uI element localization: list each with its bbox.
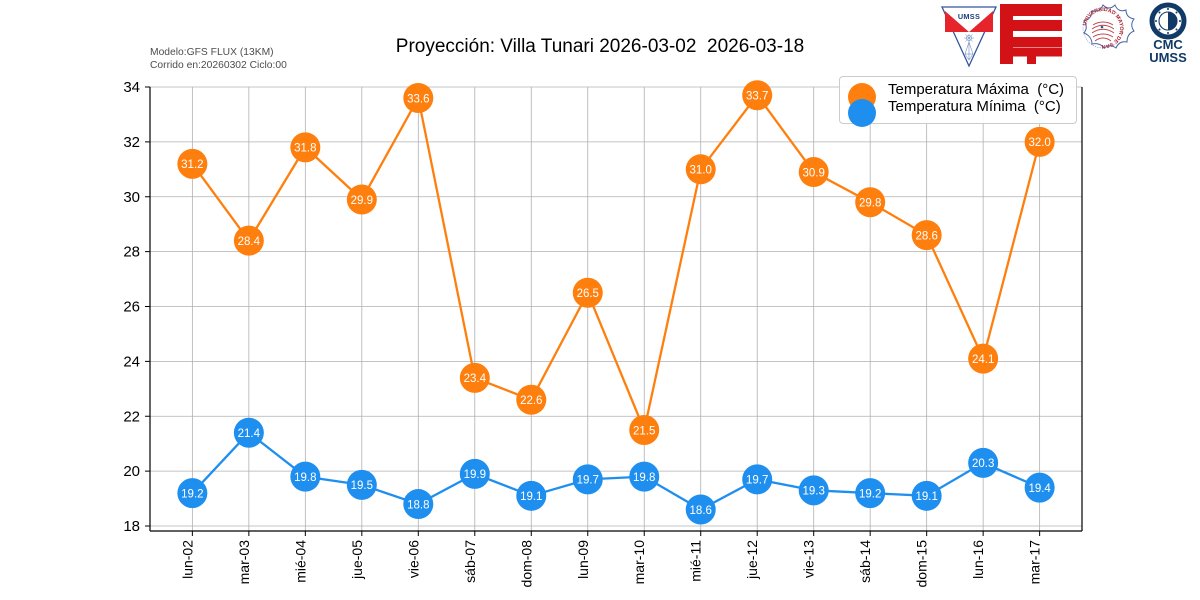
- svg-text:lun-09: lun-09: [575, 540, 591, 579]
- svg-text:31.8: 31.8: [294, 143, 316, 155]
- svg-text:19.3: 19.3: [803, 486, 825, 498]
- svg-text:mar-10: mar-10: [631, 540, 647, 585]
- svg-text:32: 32: [123, 134, 140, 151]
- svg-text:20: 20: [123, 463, 140, 480]
- svg-text:vie-13: vie-13: [801, 540, 817, 578]
- svg-text:22.6: 22.6: [520, 395, 542, 407]
- svg-text:18.8: 18.8: [407, 499, 429, 511]
- svg-text:31.0: 31.0: [690, 165, 712, 177]
- svg-text:21.5: 21.5: [633, 425, 655, 437]
- svg-text:mar-03: mar-03: [236, 540, 252, 585]
- svg-text:UMSS: UMSS: [958, 12, 980, 21]
- svg-text:lun-16: lun-16: [970, 540, 986, 579]
- svg-text:19.5: 19.5: [351, 480, 373, 492]
- svg-text:29.9: 29.9: [351, 195, 373, 207]
- svg-text:30: 30: [123, 189, 140, 206]
- svg-text:19.7: 19.7: [746, 475, 768, 487]
- svg-text:19.2: 19.2: [859, 488, 881, 500]
- svg-text:19.1: 19.1: [915, 491, 937, 503]
- svg-text:33.7: 33.7: [746, 91, 768, 103]
- svg-text:jue-05: jue-05: [349, 540, 365, 580]
- svg-text:19.4: 19.4: [1028, 483, 1051, 495]
- svg-text:19.9: 19.9: [464, 469, 486, 481]
- svg-text:28: 28: [123, 244, 140, 261]
- svg-text:24.1: 24.1: [972, 354, 994, 366]
- svg-text:28.4: 28.4: [238, 236, 261, 248]
- svg-text:19.7: 19.7: [577, 475, 599, 487]
- svg-text:sáb-07: sáb-07: [462, 540, 478, 583]
- svg-text:mié-11: mié-11: [688, 540, 704, 582]
- svg-text:32.0: 32.0: [1028, 137, 1050, 149]
- svg-text:30.9: 30.9: [803, 167, 825, 179]
- svg-text:26.5: 26.5: [577, 288, 599, 300]
- svg-text:sáb-14: sáb-14: [857, 540, 873, 583]
- svg-text:29.8: 29.8: [859, 198, 881, 210]
- svg-text:19.8: 19.8: [633, 472, 655, 484]
- svg-text:19.1: 19.1: [520, 491, 542, 503]
- svg-text:33.6: 33.6: [407, 93, 429, 105]
- svg-text:24: 24: [123, 353, 140, 370]
- svg-text:dom-08: dom-08: [518, 540, 534, 588]
- svg-text:21.4: 21.4: [238, 428, 261, 440]
- svg-text:34: 34: [123, 79, 140, 96]
- svg-text:18: 18: [123, 518, 140, 535]
- svg-text:lun-02: lun-02: [179, 540, 195, 579]
- svg-text:jue-12: jue-12: [744, 540, 760, 580]
- svg-text:20.3: 20.3: [972, 458, 994, 470]
- svg-text:UMSS: UMSS: [1149, 50, 1187, 65]
- svg-text:23.4: 23.4: [464, 373, 487, 385]
- svg-text:28.6: 28.6: [915, 230, 937, 242]
- svg-text:31.2: 31.2: [181, 159, 203, 171]
- svg-text:mar-17: mar-17: [1027, 540, 1043, 585]
- svg-text:19.8: 19.8: [294, 472, 316, 484]
- svg-text:22: 22: [123, 408, 140, 425]
- svg-text:26: 26: [123, 299, 140, 316]
- svg-text:19.2: 19.2: [181, 488, 203, 500]
- svg-text:18.6: 18.6: [690, 505, 712, 517]
- svg-text:vie-06: vie-06: [405, 540, 421, 578]
- svg-text:dom-15: dom-15: [914, 540, 930, 588]
- svg-text:mié-04: mié-04: [292, 540, 308, 583]
